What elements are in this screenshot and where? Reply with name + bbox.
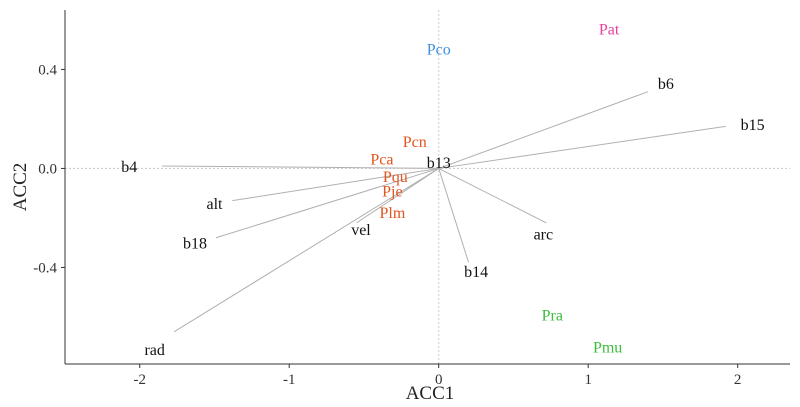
point-label-Pqu: Pqu — [383, 169, 408, 186]
vector-b6 — [438, 91, 649, 169]
vector-b4 — [162, 165, 439, 169]
point-label-Pcn: Pcn — [403, 134, 427, 151]
vector-vel — [356, 168, 439, 224]
vector-label-vel: vel — [351, 222, 371, 239]
y-axis-title: ACC2 — [10, 163, 31, 212]
vector-label-arc: arc — [534, 226, 554, 243]
x-tick-label: 1 — [584, 372, 592, 388]
vector-label-b14: b14 — [464, 264, 488, 281]
vector-label-rad: rad — [144, 342, 164, 359]
vector-label-b15: b15 — [741, 117, 765, 134]
vector-arc — [438, 167, 547, 224]
y-tick-label: -0.4 — [33, 260, 57, 276]
x-tick-label: -2 — [133, 372, 146, 388]
vectors — [162, 91, 726, 333]
vector-label-alt: alt — [206, 196, 223, 213]
vector-label-b13: b13 — [427, 155, 451, 172]
vector-labels: b6 b15 b4 b13 alt b18 vel arc b14 rad — [121, 76, 764, 359]
vector-label-b18: b18 — [183, 236, 207, 253]
vector-b15 — [438, 125, 726, 169]
x-axis-title: ACC1 — [406, 383, 455, 404]
y-tick-label: 0.0 — [38, 161, 57, 177]
x-tick-label: -1 — [283, 372, 296, 388]
vector-rad — [173, 168, 439, 333]
x-tick-label: 2 — [734, 372, 742, 388]
point-label-Pmu: Pmu — [593, 340, 622, 357]
vector-b18 — [215, 167, 439, 239]
vector-label-b6: b6 — [658, 76, 674, 93]
point-label-Pco: Pco — [427, 41, 451, 58]
vector-label-b4: b4 — [121, 159, 137, 176]
point-label-Plm: Plm — [379, 205, 405, 222]
point-label-Pca: Pca — [370, 152, 393, 169]
point-label-Pra: Pra — [542, 307, 563, 324]
reference-lines — [65, 10, 790, 364]
axes — [64, 10, 790, 365]
point-label-Pje: Pje — [382, 184, 402, 201]
point-label-Pat: Pat — [599, 22, 620, 39]
y-tick-label: 0.4 — [38, 62, 57, 78]
vector-alt — [232, 167, 439, 202]
x-tick-label: 0 — [435, 372, 443, 388]
ticks: -2 -1 0 1 2 -0.4 0.0 0.4 — [33, 62, 741, 388]
vector-b14 — [438, 168, 470, 263]
